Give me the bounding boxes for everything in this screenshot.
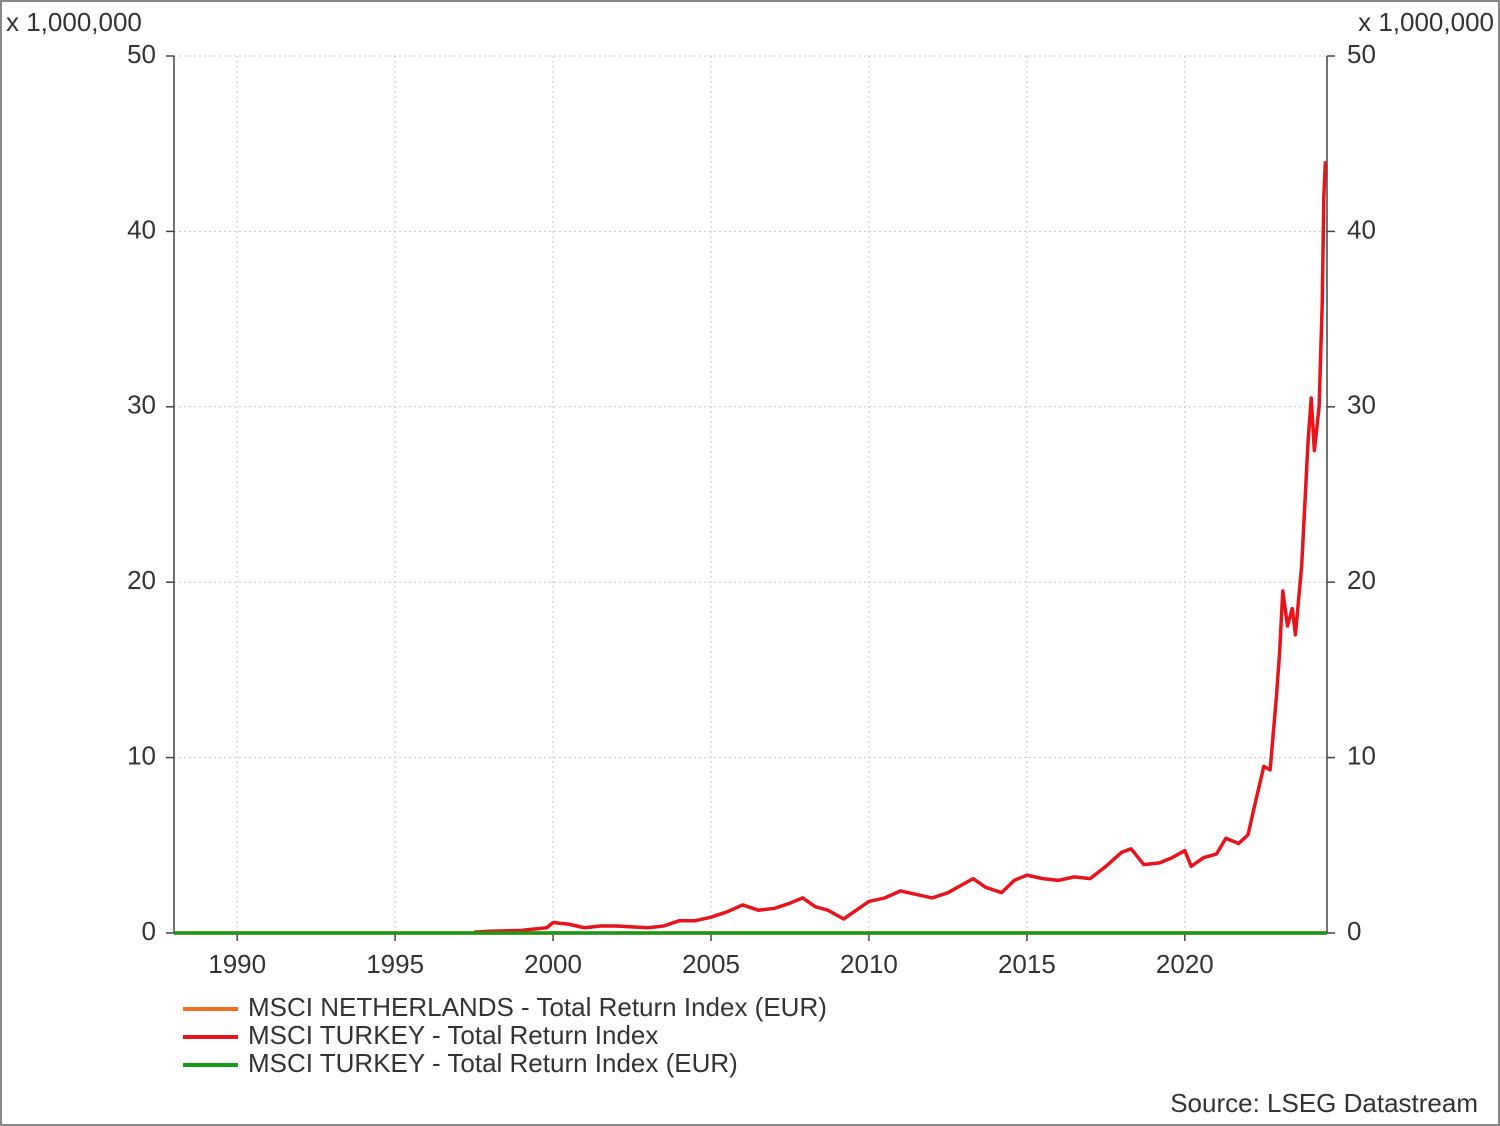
legend-label: MSCI TURKEY - Total Return Index	[248, 1020, 658, 1050]
x-tick-label: 2000	[524, 949, 582, 979]
legend-label: MSCI TURKEY - Total Return Index (EUR)	[248, 1048, 738, 1078]
x-tick-label: 2005	[682, 949, 740, 979]
x-tick-label: 1995	[366, 949, 424, 979]
y2-tick-label: 20	[1347, 565, 1376, 595]
x-tick-label: 2020	[1156, 949, 1214, 979]
y2-tick-label: 30	[1347, 390, 1376, 420]
y2-tick-label: 10	[1347, 740, 1376, 770]
y-tick-label: 10	[127, 740, 156, 770]
y-tick-label: 50	[127, 39, 156, 69]
y2-tick-label: 0	[1347, 916, 1361, 946]
y-tick-label: 20	[127, 565, 156, 595]
y2-axis-unit: x 1,000,000	[1358, 7, 1494, 37]
y-tick-label: 0	[142, 916, 156, 946]
y-tick-label: 40	[127, 214, 156, 244]
legend-label: MSCI NETHERLANDS - Total Return Index (E…	[248, 992, 827, 1022]
y-tick-label: 30	[127, 390, 156, 420]
source: Source: LSEG Datastream	[1170, 1088, 1478, 1118]
y2-tick-label: 40	[1347, 214, 1376, 244]
y2-tick-label: 50	[1347, 39, 1376, 69]
x-tick-label: 2010	[840, 949, 898, 979]
y-axis-unit: x 1,000,000	[6, 7, 142, 37]
x-tick-label: 2015	[998, 949, 1056, 979]
series-line	[474, 161, 1328, 934]
x-tick-label: 1990	[208, 949, 266, 979]
